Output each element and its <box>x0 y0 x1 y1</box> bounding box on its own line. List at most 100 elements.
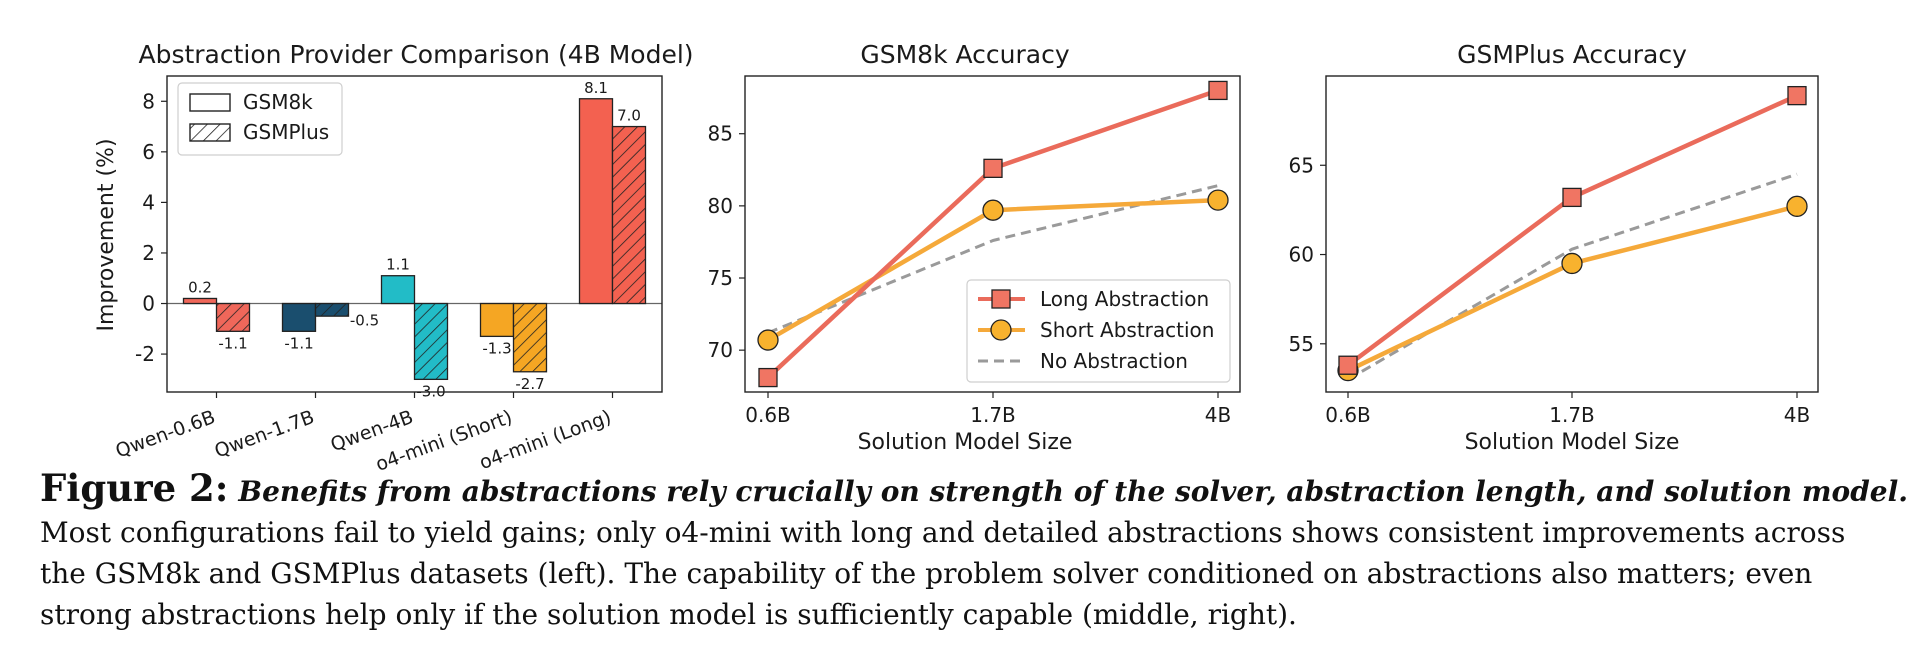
gsmplus-chart-yticks: 55 60 65 <box>1289 153 1326 356</box>
legend-label-gsmplus: GSMPlus <box>243 120 329 144</box>
gsm8k-line-chart-panel: GSM8k Accuracy 70 75 80 85 0.6B 1.7B 4B Solut… <box>708 40 1241 455</box>
legend-swatch-gsm8k <box>189 93 231 112</box>
ytick-label: 4 <box>142 190 155 214</box>
caption-line-4: strong abstractions help only if the sol… <box>40 598 1297 631</box>
legend-label-none: No Abstraction <box>1040 349 1188 373</box>
bar-gsmplus-qwen-4b-hatch <box>414 303 448 380</box>
xtick-label-qwen-1-7b: Qwen-1.7B <box>212 406 318 462</box>
bar-chart-bars: 0.2-1.1 -1.1-0.51.1-3.0-1.3-2.78.17.0 <box>182 79 647 400</box>
bar-gsm8k-qwen-1-7b <box>282 303 316 332</box>
data-label-gsmplus-qwen-0-6b: -1.1 <box>218 334 247 352</box>
gsmplus-chart-series <box>1337 85 1808 382</box>
ytick-label: 70 <box>708 338 733 362</box>
bar-gsmplus-o4-mini-short-hatch <box>513 303 547 372</box>
gsmplus-line-chart-panel: GSMPlus Accuracy 55 60 65 0.6B 1.7B 4B Solut… <box>1289 40 1819 455</box>
point-long-abstraction-1-7b <box>1562 187 1582 208</box>
point-short-abstraction-4b <box>1207 189 1229 211</box>
bar-gsm8k-o4-mini-short <box>480 303 514 337</box>
point-short-abstraction-1-7b <box>982 199 1004 221</box>
legend-frame <box>966 279 1231 383</box>
ytick-label: 2 <box>142 241 155 265</box>
bar-gsmplus-qwen-4b-outline <box>413 302 449 381</box>
bar-chart-ylabel: Improvement (%) <box>94 138 119 331</box>
xtick-label-1-7b: 1.7B <box>970 403 1016 427</box>
bar-gsmplus-qwen-0-6b-outline <box>215 302 251 332</box>
caption-bold-text: Benefits from abstractions rely cruciall… <box>238 475 1908 508</box>
bar-gsm8k-o4-mini-long <box>579 98 613 304</box>
bar-chart-legend: GSM8k GSMPlus <box>177 82 343 156</box>
gsm8k-chart-yticks: 70 75 80 85 <box>708 122 745 362</box>
xtick-label-qwen-0-6b: Qwen-0.6B <box>113 406 219 462</box>
bar-gsm8k-qwen-0-6b <box>183 298 217 304</box>
ytick-label: 65 <box>1289 153 1314 177</box>
gsmplus-chart-xlabel: Solution Model Size <box>1465 430 1680 455</box>
ytick-label: 80 <box>708 194 733 218</box>
data-label-gsmplus-qwen-1-7b: -0.5 <box>350 312 379 330</box>
legend-swatch-gsmplus <box>189 123 231 142</box>
gsmplus-chart-xticks: 0.6B 1.7B 4B <box>1325 392 1810 427</box>
series-line-short-abstraction <box>1347 204 1798 373</box>
data-label-gsm8k-qwen-0-6b: 0.2 <box>188 278 212 296</box>
gsm8k-chart-series <box>757 80 1229 388</box>
gsmplus-chart-plot-frame <box>1325 75 1819 393</box>
point-short-abstraction-1-7b <box>1561 252 1583 275</box>
point-long-abstraction-0-6b <box>758 367 778 388</box>
point-long-abstraction-1-7b <box>983 158 1003 178</box>
ytick-label: 60 <box>1289 243 1314 267</box>
gsm8k-chart-xlabel: Solution Model Size <box>858 430 1073 455</box>
figure-panels: Abstraction Provider Comparison (4B Mode… <box>94 40 1819 470</box>
bar-gsmplus-o4-mini-long-hatch <box>612 126 646 304</box>
ytick-label: 75 <box>708 266 733 290</box>
legend-marker-short <box>990 319 1012 341</box>
gsm8k-chart-legend: Long Abstraction Short Abstraction No Ab… <box>966 279 1231 383</box>
data-label-gsmplus-o4-mini-long: 7.0 <box>617 107 641 125</box>
figure-caption: Figure 2: Benefits from abstractions rely… <box>40 466 1908 635</box>
bar-chart-plot-frame <box>166 75 663 393</box>
point-long-abstraction-0-6b <box>1338 355 1358 375</box>
ytick-label: 55 <box>1289 332 1314 356</box>
gsm8k-chart-plot-frame <box>744 75 1241 393</box>
legend-label-long: Long Abstraction <box>1040 287 1209 311</box>
bar-chart-title: Abstraction Provider Comparison (4B Mode… <box>138 40 693 69</box>
bar-gsmplus-o4-mini-short-outline <box>512 302 548 373</box>
point-short-abstraction-4b <box>1786 195 1808 217</box>
xtick-label-4b: 4B <box>1205 403 1231 427</box>
caption-line-1: Figure 2: Benefits from abstractions rely… <box>40 466 1908 512</box>
bar-chart-panel: Abstraction Provider Comparison (4B Mode… <box>94 40 694 470</box>
ytick-label: -2 <box>135 342 155 366</box>
bar-gsm8k-qwen-4b-outline <box>380 275 416 305</box>
caption-line-2: Most configurations fail to yield gains;… <box>40 516 1846 549</box>
figure-label: Figure 2: <box>40 466 229 510</box>
gsmplus-chart-title: GSMPlus Accuracy <box>1457 40 1687 69</box>
legend-label-gsm8k: GSM8k <box>243 90 313 114</box>
bar-gsmplus-qwen-1-7b-hatch <box>315 303 349 317</box>
bar-gsmplus-qwen-0-6b-hatch <box>216 303 250 332</box>
ytick-label: 6 <box>142 140 155 164</box>
series-line-long-abstraction <box>1346 93 1798 368</box>
data-label-gsm8k-qwen-4b: 1.1 <box>386 256 410 274</box>
data-label-gsm8k-o4-mini-short: -1.3 <box>482 339 511 357</box>
bar-gsm8k-qwen-1-7b-outline <box>281 302 317 332</box>
legend-label-short: Short Abstraction <box>1040 318 1214 342</box>
xtick-label-0-6b: 0.6B <box>1325 403 1371 427</box>
series-line-no-abstraction <box>767 184 1219 335</box>
bar-gsm8k-qwen-0-6b-outline <box>182 297 218 305</box>
bar-gsmplus-qwen-1-7b-outline <box>314 302 350 317</box>
caption-line-3: the GSM8k and GSMPlus datasets (left). T… <box>40 557 1813 590</box>
point-long-abstraction-4b <box>1208 80 1228 101</box>
gsm8k-chart-xticks: 0.6B 1.7B 4B <box>745 392 1231 427</box>
gsm8k-chart-title: GSM8k Accuracy <box>860 40 1069 69</box>
data-label-gsm8k-qwen-1-7b: -1.1 <box>284 334 313 352</box>
bar-gsmplus-o4-mini-long-outline <box>611 125 647 305</box>
bar-chart-yticks: -2 0 2 4 6 8 <box>135 89 167 366</box>
legend-marker-long <box>991 289 1011 309</box>
point-long-abstraction-4b <box>1787 85 1807 106</box>
xtick-label-1-7b: 1.7B <box>1549 403 1595 427</box>
ytick-label: 8 <box>142 89 155 113</box>
xtick-label-4b: 4B <box>1784 403 1810 427</box>
data-label-gsmplus-o4-mini-short: -2.7 <box>515 375 544 393</box>
point-short-abstraction-0-6b <box>757 329 779 351</box>
data-label-gsm8k-o4-mini-long: 8.1 <box>584 79 608 97</box>
ytick-label: 85 <box>708 122 733 146</box>
